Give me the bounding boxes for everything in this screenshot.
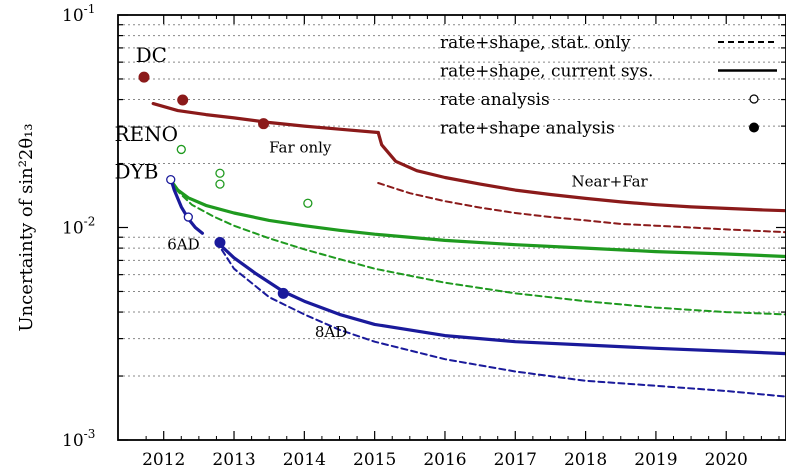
x-tick-label: 2013 xyxy=(212,450,255,470)
dc-dashed-curve xyxy=(377,182,786,234)
reno-solid-curve xyxy=(169,178,786,259)
legend-label: rate+shape analysis xyxy=(440,119,615,139)
legend: rate+shape, stat. only rate+shape, curren… xyxy=(440,33,777,139)
grid-lines xyxy=(118,24,786,377)
dyb-rate-point xyxy=(166,174,176,185)
x-tick-label: 2017 xyxy=(494,450,537,470)
curve-layer xyxy=(151,102,786,398)
legend-label: rate analysis xyxy=(440,90,550,110)
label-reno: RENO xyxy=(114,122,178,146)
marker-layer xyxy=(138,71,313,299)
legend-open-circle xyxy=(749,94,759,104)
axis-ticks: 2012 2013 2014 2015 2016 2017 2018 2019 2020 10-1… xyxy=(16,2,786,470)
label-dc: DC xyxy=(136,43,167,67)
legend-label: rate+shape, current sys. xyxy=(440,62,653,82)
dc-rate-shape-point xyxy=(258,118,270,130)
dc-rate-shape-point xyxy=(177,94,189,106)
dyb-rate-shape-point xyxy=(277,287,289,299)
dyb-rate-point xyxy=(183,212,193,222)
x-tick-label: 2015 xyxy=(353,450,396,470)
label-dyb: DYB xyxy=(114,160,158,184)
dyb-dashed-curve xyxy=(215,240,786,398)
dc-solid-curve xyxy=(376,130,786,213)
reno-rate-point xyxy=(215,168,225,178)
x-tick-label: 2018 xyxy=(564,450,607,470)
dc-solid-curve xyxy=(151,102,380,135)
x-tick-label: 2014 xyxy=(283,450,326,470)
reno-rate-point xyxy=(303,198,313,208)
reno-dashed-curve xyxy=(169,179,786,316)
y-tick-label: 10-2 xyxy=(62,215,95,239)
x-tick-label: 2016 xyxy=(423,450,466,470)
y-tick-label: 10-3 xyxy=(62,427,95,451)
dyb-solid-curve xyxy=(214,239,786,356)
legend-filled-circle xyxy=(749,122,759,133)
dyb-solid-curve xyxy=(169,176,204,235)
label-far-only: Far only xyxy=(269,139,332,157)
annotation-labels: DC RENO DYB Far only Near+Far 6AD 8AD xyxy=(114,43,648,341)
legend-label: rate+shape, stat. only xyxy=(440,33,631,53)
x-tick-label: 2019 xyxy=(634,450,677,470)
label-near-far: Near+Far xyxy=(572,172,649,190)
y-axis-label: Uncertainty of sin²2θ₁₃ xyxy=(16,123,37,331)
x-tick-label: 2020 xyxy=(705,450,748,470)
y-tick-label: 10-1 xyxy=(62,2,95,26)
label-8ad: 8AD xyxy=(315,323,347,341)
dyb-rate-shape-point xyxy=(214,236,226,248)
reno-rate-point xyxy=(215,179,225,189)
dc-rate-shape-point xyxy=(138,71,150,83)
x-tick-label: 2012 xyxy=(142,450,185,470)
label-6ad: 6AD xyxy=(167,235,199,253)
reno-rate-point xyxy=(176,144,186,155)
